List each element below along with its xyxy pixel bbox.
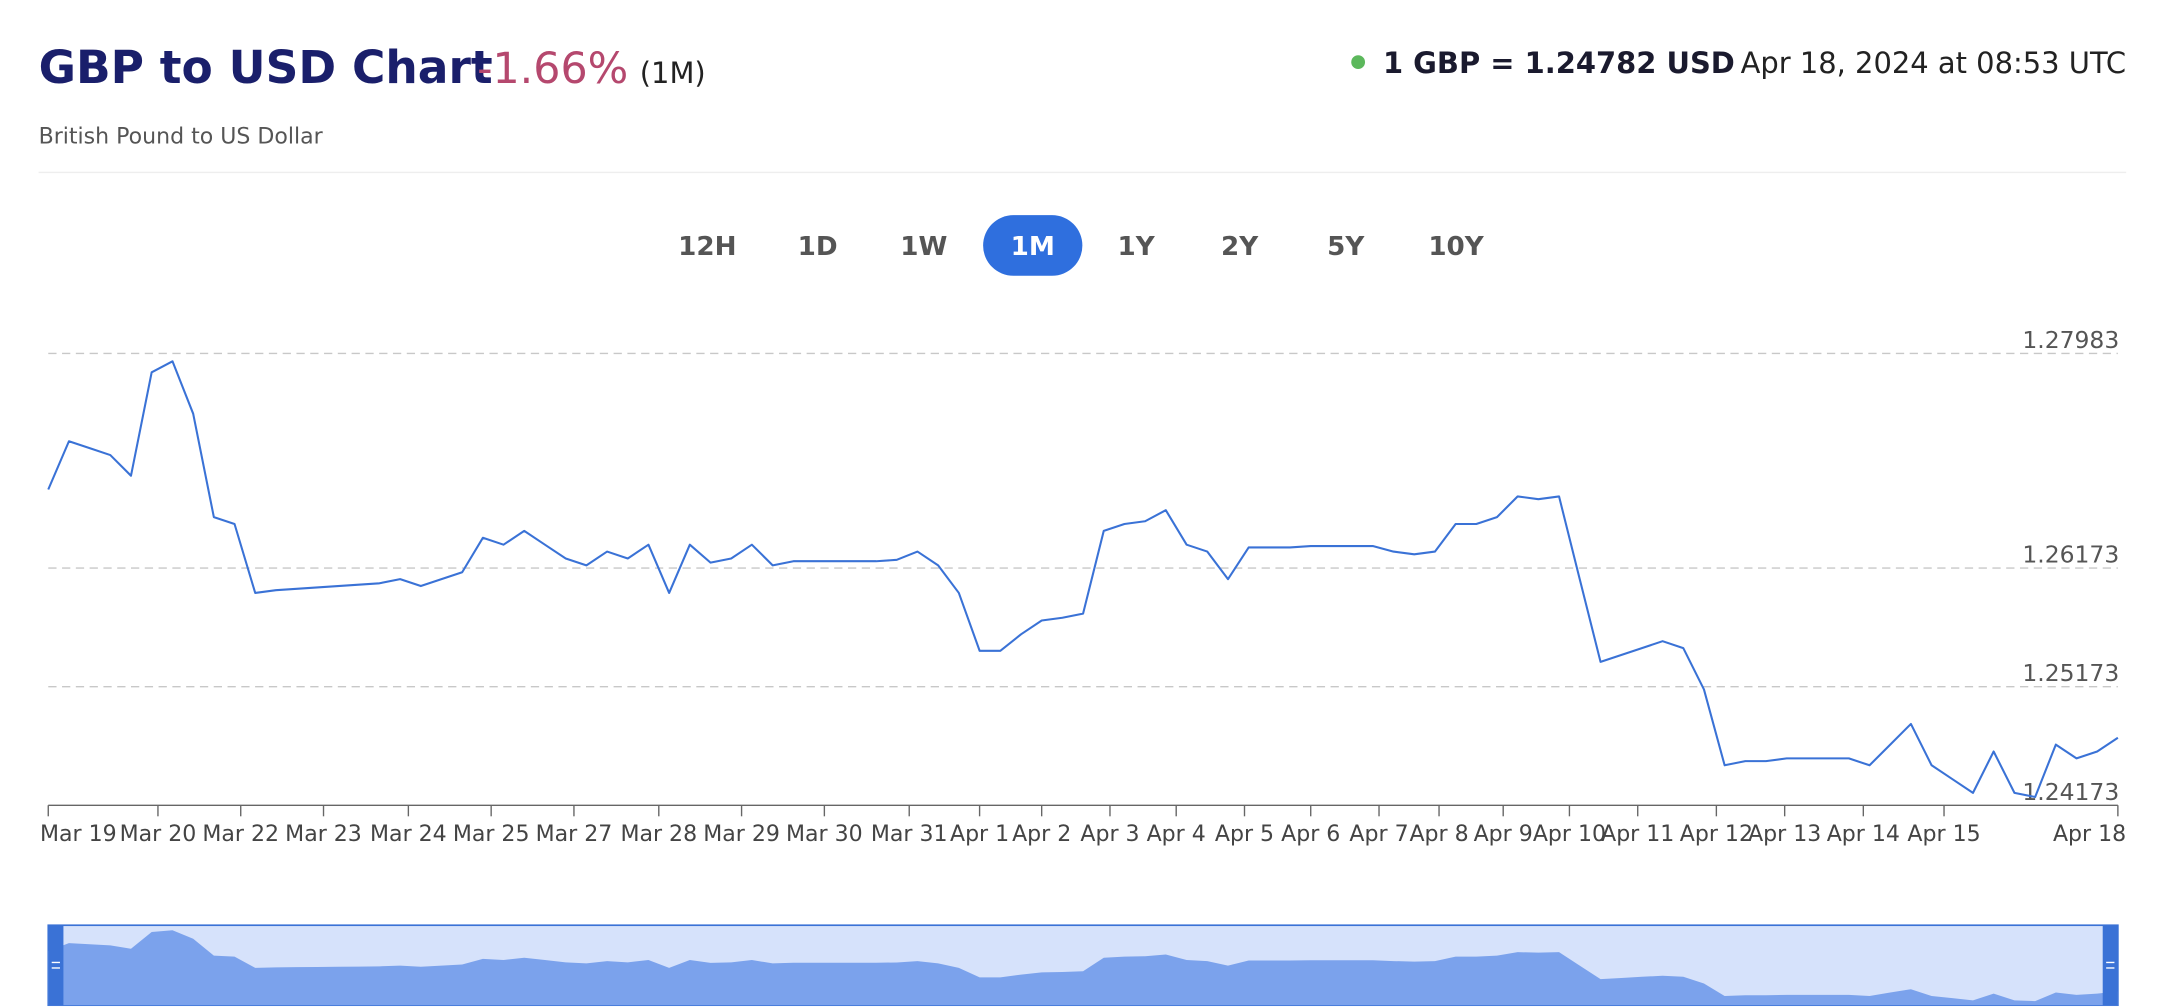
navigator bbox=[47, 924, 2119, 1007]
x-tick-label: Apr 9 bbox=[1474, 822, 1533, 847]
x-tick-label: Apr 13 bbox=[1748, 822, 1821, 847]
x-tick-label: Mar 22 bbox=[202, 822, 279, 847]
range-button[interactable]: 12H bbox=[678, 232, 736, 262]
range-button[interactable]: 10Y bbox=[1428, 232, 1484, 262]
range-label: 5Y bbox=[1327, 232, 1365, 262]
y-tick-label: 1.27983 bbox=[2022, 326, 2119, 354]
y-tick-label: 1.26173 bbox=[2022, 541, 2119, 569]
x-tick-label: Mar 28 bbox=[620, 822, 697, 847]
range-button[interactable]: 1Y bbox=[1118, 232, 1156, 262]
y-tick-label: 1.24173 bbox=[2022, 778, 2119, 806]
x-tick-label: Mar 25 bbox=[453, 822, 530, 847]
x-tick-label: Mar 19 bbox=[40, 822, 117, 847]
navigator-handle[interactable] bbox=[48, 925, 64, 1006]
range-buttons: 12H 1D 1W 1M 1Y 2Y 5Y 10Y bbox=[678, 215, 1485, 276]
x-tick-label: Mar 29 bbox=[703, 822, 780, 847]
x-tick-label: Apr 2 bbox=[1012, 822, 1071, 847]
x-tick-label: Apr 15 bbox=[1907, 822, 1980, 847]
x-tick-label: Apr 1 bbox=[950, 822, 1009, 847]
range-label: 1W bbox=[900, 232, 947, 262]
x-tick-label: Mar 20 bbox=[120, 822, 197, 847]
range-label: 12H bbox=[678, 232, 736, 262]
range-label: 10Y bbox=[1428, 232, 1484, 262]
x-tick-label: Mar 27 bbox=[536, 822, 613, 847]
price-line bbox=[47, 360, 2119, 799]
x-tick-label: Mar 30 bbox=[786, 822, 863, 847]
range-label: 1Y bbox=[1118, 232, 1156, 262]
x-tick-label: Apr 3 bbox=[1080, 822, 1139, 847]
range-button[interactable]: 5Y bbox=[1327, 232, 1365, 262]
plot: 1.24173 1.25173 1.26173 1.27983 Mar 19 Mar 20… bbox=[40, 326, 2126, 847]
navigator-handle[interactable] bbox=[2102, 925, 2118, 1006]
range-label: 1M bbox=[1011, 232, 1055, 262]
active-pill bbox=[983, 215, 1083, 276]
live-dot bbox=[1351, 55, 1366, 69]
range-button[interactable]: 2Y bbox=[1221, 232, 1259, 262]
x-tick-label: Apr 7 bbox=[1349, 822, 1408, 847]
x-tick-label: Apr 14 bbox=[1827, 822, 1900, 847]
range-label: 1D bbox=[798, 232, 838, 262]
period: (1M) bbox=[640, 56, 706, 90]
range-button[interactable]: 1W bbox=[900, 232, 947, 262]
x-tick-label: Apr 4 bbox=[1147, 822, 1206, 847]
title: GBP to USD Chart bbox=[39, 41, 493, 94]
x-tick-label: Apr 18 bbox=[2053, 822, 2126, 847]
range-button[interactable]: 1D bbox=[798, 232, 838, 262]
subtitle: British Pound to US Dollar bbox=[39, 124, 324, 149]
x-tick-label: Mar 23 bbox=[285, 822, 362, 847]
x-tick-label: Apr 6 bbox=[1281, 822, 1340, 847]
x-tick-label: Apr 11 bbox=[1601, 822, 1674, 847]
x-tick-label: Apr 8 bbox=[1409, 822, 1468, 847]
range-label: 2Y bbox=[1221, 232, 1259, 262]
y-tick-label: 1.25173 bbox=[2022, 659, 2119, 687]
x-tick-label: Apr 10 bbox=[1533, 822, 1606, 847]
range-button[interactable]: 1M bbox=[983, 215, 1083, 276]
x-tick-label: Mar 31 bbox=[871, 822, 948, 847]
rate: 1 GBP = 1.24782 USD bbox=[1383, 46, 1735, 80]
navigator-area bbox=[48, 930, 2118, 1006]
timestamp: Apr 18, 2024 at 08:53 UTC bbox=[1741, 46, 2127, 80]
x-tick-label: Apr 5 bbox=[1215, 822, 1274, 847]
x-tick-label: Mar 24 bbox=[370, 822, 447, 847]
x-tick-label: Apr 12 bbox=[1680, 822, 1753, 847]
change: -1.66% bbox=[477, 44, 628, 94]
